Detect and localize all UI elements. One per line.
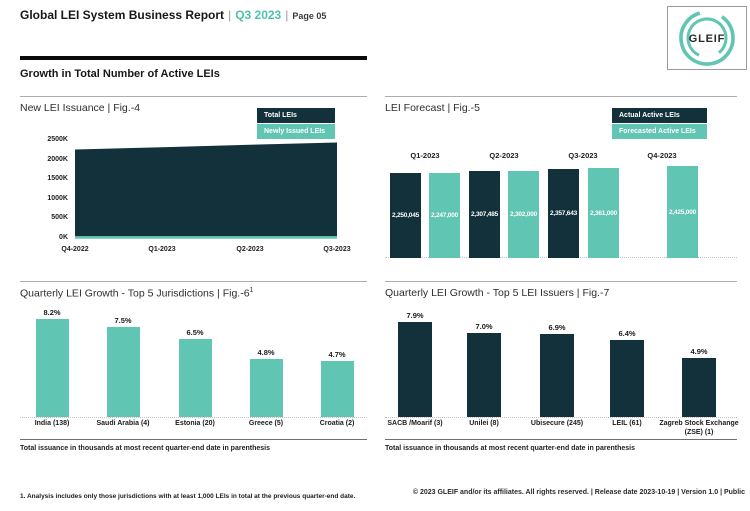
pct-label: 7.5% — [114, 316, 132, 325]
category-label: Estonia (20) — [175, 420, 215, 427]
bar-forecast-q3: 2,361,000 — [588, 168, 619, 258]
y-tick: 1000K — [47, 195, 68, 202]
gleif-logo-text: GLEIF — [689, 33, 725, 45]
y-tick: 1500K — [47, 175, 68, 182]
bar-unilei — [467, 333, 501, 417]
footnote-marker: 1 — [249, 287, 254, 294]
quarter-label: Q1-2023 — [410, 151, 440, 160]
pct-label: 6.5% — [186, 328, 204, 337]
bar-india — [36, 319, 69, 417]
category-label: Ubisecure (245) — [530, 420, 584, 427]
report-period: Q3 2023 — [235, 8, 282, 22]
category-label: Saudi Arabia (4) — [96, 420, 150, 427]
quarter-label: Q2-2023 — [489, 151, 519, 160]
issuance-area-chart — [75, 142, 337, 239]
note-divider — [20, 439, 367, 440]
legend-actual-active-leis: Actual Active LEIs — [612, 108, 707, 123]
issuers-note: Total issuance in thousands at most rece… — [385, 445, 635, 452]
legend-newly-issued-leis: Newly Issued LEIs — [257, 124, 335, 139]
y-tick: 2500K — [47, 136, 68, 143]
bar-forecast-q2: 2,302,000 — [508, 171, 539, 258]
bar-value-label: 2,361,000 — [589, 209, 618, 217]
section-divider-bar — [20, 56, 367, 60]
header-separator: | — [285, 8, 289, 22]
category-label: Greece (5) — [248, 420, 284, 427]
y-tick: 0K — [59, 234, 68, 241]
quarter-label: Q3-2023 — [568, 151, 598, 160]
section-title: Growth in Total Number of Active LEIs — [20, 68, 220, 80]
pct-label: 6.4% — [618, 329, 636, 338]
bar-ubisecure — [540, 334, 574, 417]
page-number: Page 05 — [292, 11, 327, 21]
category-label: India (138) — [34, 420, 70, 427]
quarter-label: Q4-2023 — [647, 151, 677, 160]
issuers-baseline — [385, 417, 737, 418]
gleif-logo-box: GLEIF — [667, 6, 747, 70]
header-separator: | — [228, 8, 232, 22]
y-tick: 500K — [51, 214, 68, 221]
note-divider — [385, 439, 737, 440]
pct-label: 8.2% — [43, 308, 61, 317]
bar-value-label: 2,247,000 — [430, 212, 459, 219]
legend-total-leis: Total LEIs — [257, 108, 335, 123]
jurisdictions-note: Total issuance in thousands at most rece… — [20, 445, 270, 452]
bar-actual-q1: 2,250,045 — [390, 173, 421, 258]
gleif-logo-icon: GLEIF — [679, 10, 735, 66]
panel-divider — [385, 281, 737, 282]
x-label: Q1-2023 — [148, 246, 176, 253]
analysis-footnote: 1. Analysis includes only those jurisdic… — [20, 493, 356, 500]
bar-value-label: 2,357,643 — [549, 210, 578, 217]
bar-croatia — [321, 361, 354, 417]
bar-value-label: 2,250,045 — [391, 212, 420, 219]
category-label: LEIL (61) — [612, 420, 642, 427]
report-header: Global LEI System Business Report | Q3 202… — [20, 8, 326, 22]
jurisdictions-chart-title-text: Quarterly LEI Growth - Top 5 Jurisdictio… — [20, 287, 250, 300]
jurisdictions-chart-title: Quarterly LEI Growth - Top 5 Jurisdictio… — [20, 287, 253, 300]
panel-divider — [385, 96, 737, 97]
bar-zagreb-stock-exchange — [682, 358, 716, 417]
copyright-line: © 2023 GLEIF and/or its affiliates. All … — [412, 489, 745, 496]
category-label: Croatia (2) — [319, 420, 355, 427]
category-label: Zagreb Stock Exchange (ZSE) (1) — [659, 420, 739, 436]
x-label: Q2-2023 — [236, 246, 264, 253]
issuers-chart-title: Quarterly LEI Growth - Top 5 LEI Issuers… — [385, 287, 610, 299]
bar-sacb-moarif — [398, 322, 432, 417]
jurisdictions-baseline — [20, 417, 367, 418]
panel-divider — [20, 281, 367, 282]
x-label: Q4-2022 — [61, 246, 89, 253]
bar-saudi-arabia — [107, 327, 140, 417]
bar-value-label: 2,302,000 — [509, 211, 538, 218]
x-label: Q3-2023 — [323, 246, 351, 253]
bar-actual-q2: 2,307,485 — [469, 171, 500, 258]
forecast-chart-title: LEI Forecast | Fig.-5 — [385, 102, 480, 114]
legend-forecasted-active-leis: Forecasted Active LEIs — [612, 124, 707, 139]
total-leis-area — [75, 142, 337, 237]
bar-actual-q3: 2,357,643 — [548, 169, 579, 258]
bar-leil — [610, 340, 644, 417]
bar-estonia — [179, 339, 212, 417]
newly-issued-area — [75, 236, 337, 239]
issuance-chart-title: New LEI Issuance | Fig.-4 — [20, 102, 141, 114]
panel-divider — [20, 96, 367, 97]
pct-label: 4.8% — [257, 348, 275, 357]
category-label: Unilei (8) — [469, 420, 499, 427]
pct-label: 7.9% — [406, 311, 424, 320]
pct-label: 4.7% — [328, 350, 346, 359]
bar-value-label: 2,307,485 — [470, 211, 499, 218]
bar-forecast-q4: 2,425,000 — [667, 166, 698, 258]
y-tick: 2000K — [47, 156, 68, 163]
report-title: Global LEI System Business Report — [20, 8, 225, 22]
pct-label: 7.0% — [475, 322, 493, 331]
bar-value-label: 2,425,000 — [668, 208, 697, 216]
bar-forecast-q1: 2,247,000 — [429, 173, 460, 258]
category-label: SACB /Moarif (3) — [387, 420, 443, 427]
pct-label: 4.9% — [690, 347, 708, 356]
bar-greece — [250, 359, 283, 417]
pct-label: 6.9% — [548, 323, 566, 332]
